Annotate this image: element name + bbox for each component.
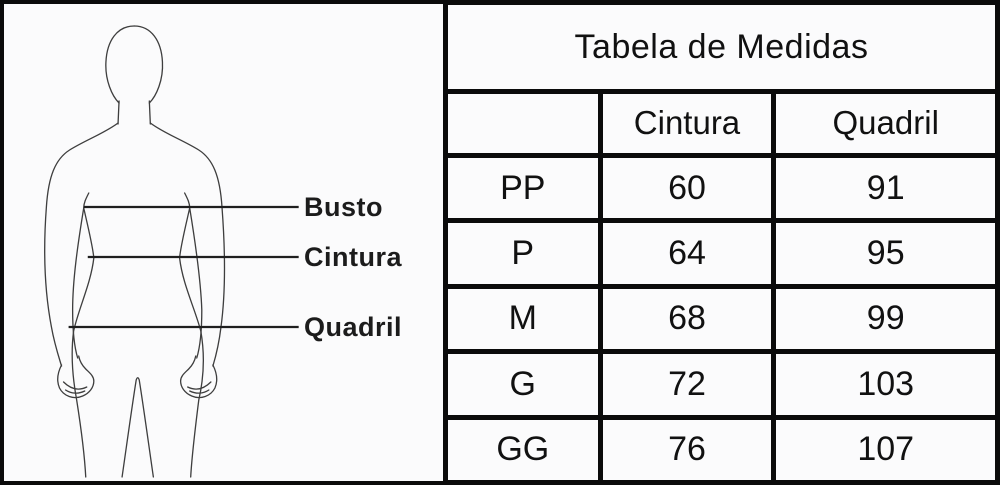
- right-inner-arm: [189, 207, 203, 359]
- size-row-g: G 72 103: [443, 349, 1000, 420]
- busto-label: Busto: [304, 192, 383, 222]
- size-table-panel: Tabela de Medidas Cintura Quadril PP 60 …: [443, 0, 1000, 485]
- cintura-value: 72: [597, 349, 777, 420]
- head-outline: [105, 25, 135, 104]
- neck-outline: [117, 100, 120, 125]
- left-torso-leg: [71, 192, 95, 478]
- size-label: M: [443, 283, 603, 355]
- header-quadril: Quadril: [771, 89, 1000, 158]
- quadril-value: 107: [771, 414, 1000, 485]
- quadril-value: 103: [771, 349, 1000, 420]
- cintura-value: 68: [597, 283, 777, 355]
- cintura-value: 60: [597, 152, 777, 224]
- left-inner-arm: [71, 207, 85, 359]
- size-row-p: P 64 95: [443, 218, 1000, 289]
- size-row-gg: GG 76 107: [443, 414, 1000, 485]
- body-outline: [44, 25, 226, 478]
- quadril-label: Quadril: [304, 312, 403, 342]
- cintura-label: Cintura: [304, 242, 402, 272]
- cintura-value: 64: [597, 218, 777, 289]
- right-hand-outline: [179, 355, 218, 399]
- right-hand-fingers: [187, 381, 212, 390]
- right-hand-fingers: [189, 389, 210, 394]
- size-row-m: M 68 99: [443, 283, 1000, 355]
- size-row-pp: PP 60 91: [443, 152, 1000, 224]
- table-title: Tabela de Medidas: [443, 0, 1000, 94]
- left-hand-outline: [57, 355, 95, 399]
- quadril-value: 99: [771, 283, 1000, 355]
- header-row: Cintura Quadril: [443, 89, 1000, 158]
- body-silhouette-illustration: [44, 25, 299, 478]
- cintura-value: 76: [597, 414, 777, 485]
- measurements-table: Tabela de Medidas Cintura Quadril PP 60 …: [443, 0, 1000, 485]
- size-label: P: [443, 218, 603, 289]
- right-arm-outline: [149, 122, 226, 367]
- left-arm-outline: [44, 122, 119, 367]
- title-row: Tabela de Medidas: [443, 0, 1000, 94]
- size-label: PP: [443, 152, 603, 224]
- inner-legs: [121, 377, 155, 478]
- neck-outline: [148, 100, 151, 125]
- quadril-value: 91: [771, 152, 1000, 224]
- size-label: GG: [443, 414, 603, 485]
- header-cintura: Cintura: [597, 89, 777, 158]
- right-torso-leg: [178, 192, 204, 478]
- head-outline: [133, 25, 164, 104]
- size-label: G: [443, 349, 603, 420]
- body-measurement-diagram: Busto Cintura Quadril: [0, 0, 443, 485]
- header-size-empty: [443, 89, 603, 158]
- quadril-value: 95: [771, 218, 1000, 289]
